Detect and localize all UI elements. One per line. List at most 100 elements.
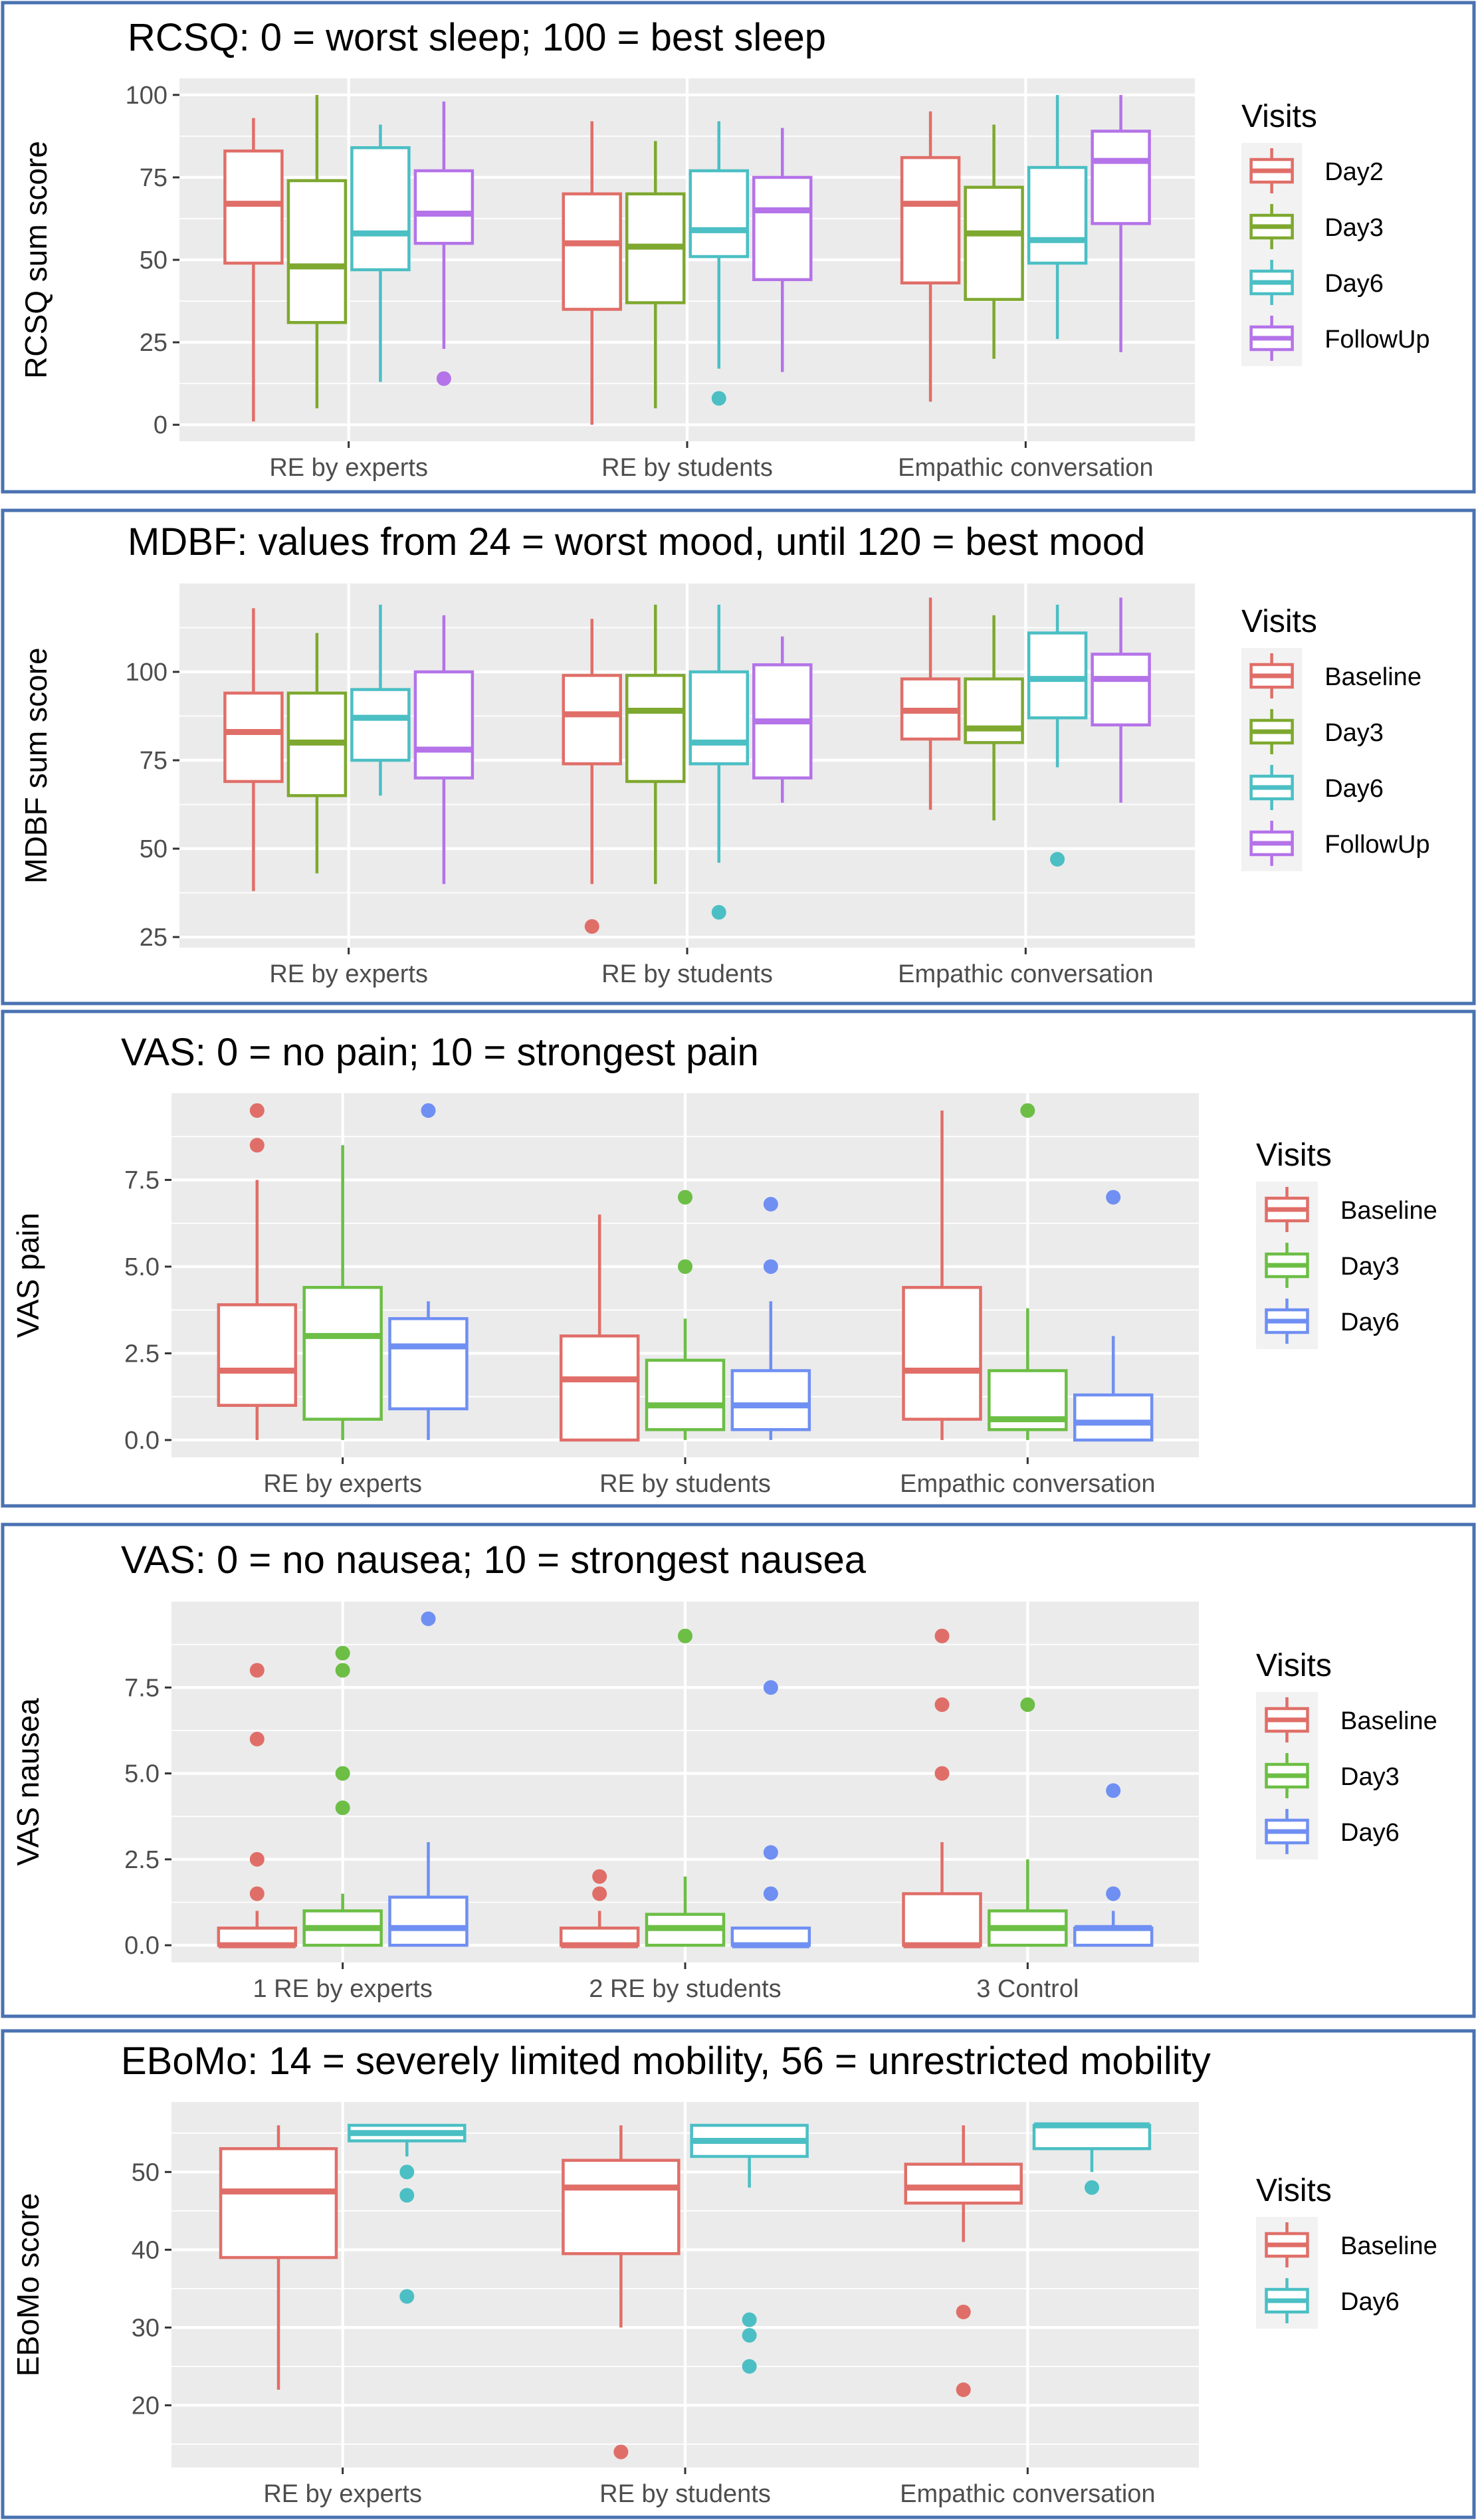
box-iqr: [964, 185, 1024, 301]
box-followup-re-by-students: [752, 128, 813, 372]
box-iqr: [388, 1316, 469, 1411]
outlier-point: [763, 1197, 778, 1212]
panel-1: 0 25 50 75 100 RE by experts RE by students Emp…: [1, 1, 1476, 494]
legend-item-baseline: Baseline: [1256, 2217, 1437, 2273]
outlier-point: [763, 1680, 778, 1695]
x-tick-label-re-by-experts: RE by experts: [263, 2480, 422, 2508]
box-baseline-empathic-conversation: [904, 2125, 1023, 2397]
box-day6-empathic-conversation: [1027, 94, 1088, 340]
box-iqr: [1032, 2123, 1152, 2151]
box-day3-3-control: [988, 1697, 1068, 1947]
legend-item-followup: FollowUp: [1241, 815, 1430, 871]
outlier-point: [1020, 1697, 1035, 1713]
box-iqr: [625, 674, 686, 784]
legend-label: Day3: [1340, 1763, 1400, 1791]
y-tick-label: 0.0: [124, 1932, 159, 1960]
box-day3-re-by-students: [625, 604, 686, 885]
x-tick-label-empathic-conversation: Empathic conversation: [898, 454, 1153, 482]
box-baseline-empathic-conversation: [902, 1110, 982, 1440]
outlier-point: [678, 1190, 692, 1205]
legend-label: Day3: [1340, 1253, 1400, 1281]
box-iqr: [964, 677, 1024, 744]
box-day6-2-re-by-students: [730, 1680, 811, 1948]
legend: Visits Baseline Day6: [1256, 2173, 1437, 2329]
box-day3-re-by-students: [625, 141, 686, 409]
box-day3-re-by-students: [645, 1190, 726, 1440]
legend-item-day2: Day2: [1241, 143, 1384, 199]
outlier-point: [421, 1103, 436, 1118]
box-day3-empathic-conversation: [964, 124, 1024, 359]
x-tick-label-re-by-students: RE by students: [601, 454, 773, 482]
box-iqr: [413, 169, 475, 245]
y-tick-label: 75: [140, 747, 167, 775]
y-axis-title: VAS pain: [11, 1213, 45, 1338]
box-baseline-re-by-experts: [217, 1103, 298, 1440]
box-iqr: [286, 179, 348, 324]
box-day6-empathic-conversation: [1073, 1190, 1154, 1442]
panel-title: VAS: 0 = no pain; 10 = strongest pain: [121, 1031, 759, 1074]
outlier-point: [1106, 1783, 1121, 1798]
box-baseline-1-re-by-experts: [217, 1663, 298, 1948]
outlier-point: [742, 2312, 757, 2327]
box-iqr: [562, 2158, 681, 2256]
box-iqr: [388, 1895, 469, 1947]
y-tick-label: 50: [140, 835, 167, 863]
box-day6-re-by-experts: [348, 2123, 467, 2304]
y-axis-title: RCSQ sum score: [19, 141, 53, 379]
box-iqr: [645, 1358, 726, 1431]
y-tick-label: 0.0: [124, 1427, 159, 1455]
outlier-point: [1050, 851, 1065, 867]
x-tick-label-3-control: 3 Control: [976, 1975, 1079, 2003]
panel-3: 0.0 2.5 5.0 7.5 RE by experts RE by students E…: [1, 1009, 1476, 1508]
box-followup-re-by-experts: [413, 101, 475, 386]
box-day3-empathic-conversation: [988, 1103, 1068, 1440]
outlier-point: [934, 1697, 950, 1713]
y-tick-label: 5.0: [124, 1253, 159, 1281]
outlier-point: [742, 2359, 757, 2374]
y-tick-label: 0: [154, 411, 167, 439]
y-tick-label: 100: [126, 82, 167, 110]
y-axis-title: VAS nausea: [11, 1698, 45, 1866]
outlier-point: [1020, 1103, 1035, 1118]
box-followup-re-by-experts: [413, 615, 475, 885]
outlier-point: [421, 1611, 436, 1626]
box-iqr: [302, 1286, 383, 1421]
panel-5: 20 30 40 50 RE by experts RE by students Empat…: [1, 2029, 1476, 2519]
x-tick-label-empathic-conversation: Empathic conversation: [900, 1470, 1155, 1498]
box-iqr: [559, 1334, 640, 1442]
outlier-point: [742, 2328, 757, 2343]
y-tick-label: 25: [140, 924, 167, 952]
x-tick-label-empathic-conversation: Empathic conversation: [900, 2480, 1155, 2508]
outlier-point: [335, 1645, 350, 1661]
outlier-point: [249, 1731, 264, 1746]
box-day6-empathic-conversation: [1032, 2122, 1152, 2195]
outlier-point: [592, 1869, 607, 1884]
box-baseline-2-re-by-students: [559, 1869, 640, 1948]
box-baseline-re-by-students: [562, 2125, 681, 2460]
outlier-point: [436, 371, 451, 386]
x-tick-label-empathic-conversation: Empathic conversation: [898, 960, 1153, 988]
outlier-point: [934, 1628, 950, 1643]
box-iqr: [223, 691, 284, 784]
outlier-point: [711, 904, 726, 920]
box-iqr: [350, 146, 411, 272]
outlier-point: [678, 1259, 692, 1274]
box-iqr: [217, 1303, 298, 1407]
y-tick-label: 7.5: [124, 1166, 159, 1194]
legend-label: Baseline: [1324, 663, 1422, 691]
legend-label: Day6: [1324, 775, 1384, 803]
x-tick-label-re-by-experts: RE by experts: [263, 1470, 422, 1498]
legend-label: Day6: [1340, 1309, 1400, 1336]
legend: Visits Baseline Day3 Day6: [1256, 1648, 1437, 1859]
box-day6-empathic-conversation: [1027, 604, 1088, 867]
box-day6-3-control: [1073, 1783, 1154, 1947]
box-iqr: [562, 674, 622, 766]
legend-item-day6: Day6: [1256, 2273, 1400, 2329]
outlier-point: [763, 1845, 778, 1860]
outlier-point: [1084, 2180, 1099, 2195]
legend-title: Visits: [1256, 2173, 1332, 2208]
box-day2-re-by-students: [562, 121, 622, 425]
legend-item-day6: Day6: [1256, 1293, 1400, 1349]
